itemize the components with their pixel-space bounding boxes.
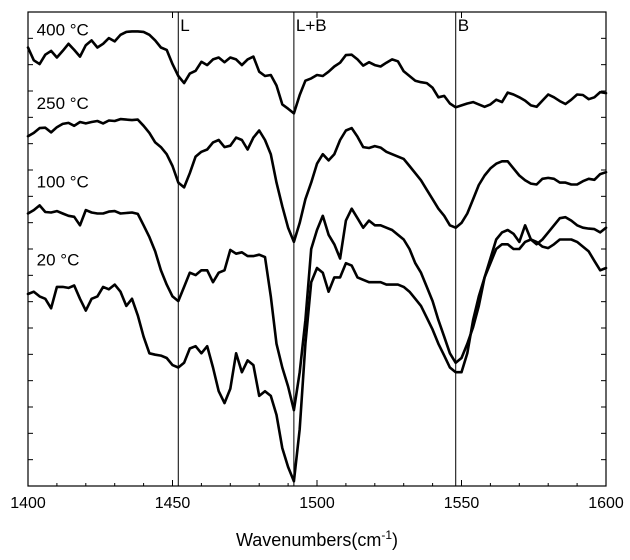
series-label: 400 °C [37,21,89,40]
annotation-label: L [180,16,189,35]
x-axis-title: Wavenumbers(cm-1) [236,528,398,550]
x-axis-title-close: ) [392,530,398,550]
spectrum-line [26,238,608,483]
annotation-label: L+B [296,16,327,35]
series-label: 20 °C [37,251,80,270]
x-tick-label: 1500 [299,495,335,512]
spectrum-line [26,30,608,115]
series-label: 250 °C [37,94,89,113]
x-axis-ticks: 1400 1450 1500 1550 1600 [10,12,624,512]
spectra-series [26,30,608,483]
series-label: 100 °C [37,172,89,191]
x-tick-label: 1550 [444,495,480,512]
x-tick-label: 1400 [10,495,46,512]
x-tick-label: 1450 [155,495,191,512]
series-labels: 400 °C 250 °C 100 °C 20 °C [37,21,89,270]
y-axis-ticks [28,37,606,461]
x-axis-title-sup: -1 [381,528,392,542]
x-tick-label: 1600 [588,495,624,512]
spectrum-line [26,117,608,244]
spectrum-line [26,204,608,412]
x-axis-title-main: Wavenumbers(cm [236,530,381,550]
annotation-label: B [458,16,469,35]
